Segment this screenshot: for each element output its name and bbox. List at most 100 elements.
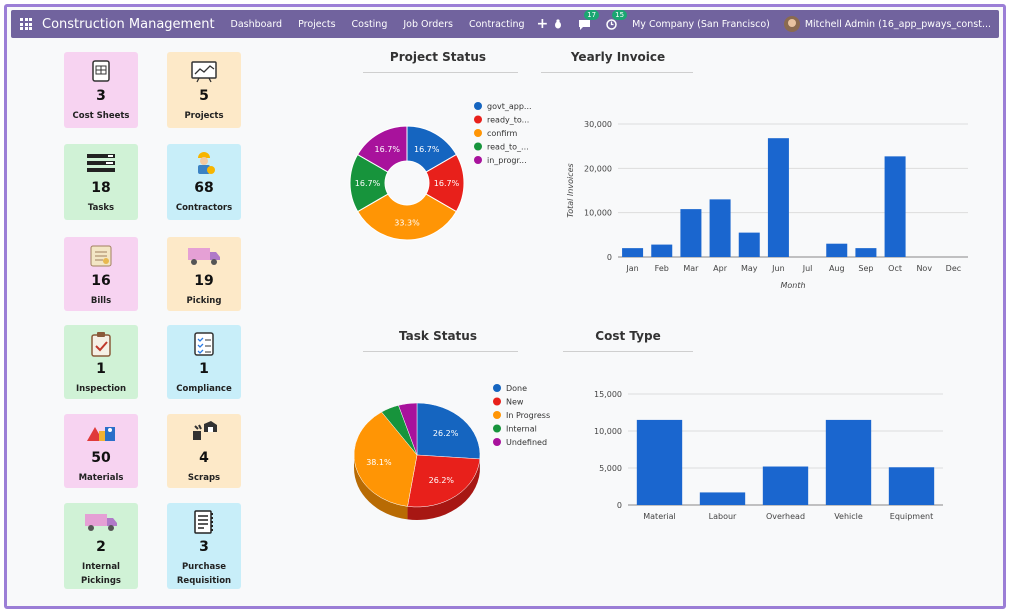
- avatar[interactable]: [783, 16, 800, 32]
- cost-type-bar-labour: [699, 492, 746, 505]
- yearly-invoice-ytick: 30,000: [584, 120, 612, 129]
- card-scraps[interactable]: 4 Scraps: [167, 414, 241, 488]
- task-status-slice-label: 26.2%: [433, 429, 459, 438]
- user-menu[interactable]: Mitchell Admin (16_app_pways_const...: [804, 18, 991, 30]
- yearly-invoice-xtick: Nov: [916, 264, 932, 273]
- cost-type-divider: [563, 351, 693, 352]
- menu-projects[interactable]: Projects: [298, 18, 336, 30]
- yearly-invoice-xtick: Dec: [946, 264, 961, 273]
- cost-type-ytick: 0: [617, 501, 622, 510]
- project-status-legend-read-to: read_to_...: [487, 143, 529, 152]
- card-value: 68: [194, 180, 214, 196]
- card-value: 19: [194, 273, 214, 289]
- yearly-invoice-xlabel: Month: [780, 281, 805, 290]
- yearly-invoice-xtick: Oct: [888, 264, 902, 273]
- task-status-legend-in-progress: In Progress: [506, 411, 550, 420]
- top-navbar: Construction Management Dashboard Projec…: [11, 9, 999, 38]
- card-label: Internal Pickings: [81, 562, 121, 586]
- task-status-legend-undefined: Undefined: [506, 438, 547, 447]
- project-status-legend-confirm: confirm: [487, 129, 518, 138]
- yearly-invoice-xtick: Sep: [858, 264, 873, 273]
- yearly-invoice-ytick: 0: [607, 253, 612, 262]
- project-status-slice-label: 16.7%: [434, 179, 460, 188]
- card-value: 1: [199, 361, 209, 377]
- cost-type-title: Cost Type: [595, 329, 661, 343]
- card-bills[interactable]: 16 Bills: [64, 237, 138, 311]
- project-status-slice-in-progr: [356, 125, 408, 173]
- card-value: 2: [96, 539, 106, 555]
- yearly-invoice-bar-aug: [826, 243, 848, 257]
- tasks-icon: [86, 150, 116, 176]
- card-inspection[interactable]: 1 Inspection: [64, 325, 138, 399]
- company-switcher[interactable]: My Company (San Francisco): [632, 18, 770, 30]
- project-status-legend-ready-to: ready_to...: [487, 116, 529, 125]
- app-brand[interactable]: Construction Management: [42, 16, 215, 32]
- cost-type-xtick: Material: [643, 512, 676, 521]
- requisition-icon: [191, 509, 217, 535]
- project-status-legend-dot: [474, 129, 482, 137]
- task-status-legend-dot: [493, 384, 501, 392]
- plus-icon[interactable]: +: [536, 16, 549, 32]
- card-label: Projects: [184, 111, 224, 121]
- project-status-title: Project Status: [389, 50, 487, 64]
- project-status-divider: [363, 72, 518, 73]
- card-materials[interactable]: 50 Materials: [64, 414, 138, 488]
- card-picking[interactable]: 19 Picking: [167, 237, 241, 311]
- card-compliance[interactable]: 1 Compliance: [167, 325, 241, 399]
- card-label: Contractors: [175, 203, 233, 213]
- card-internal-pickings[interactable]: 2 Internal Pickings: [64, 503, 138, 589]
- yearly-invoice-xtick: Apr: [713, 264, 728, 273]
- yearly-invoice-xtick: May: [741, 264, 758, 273]
- yearly-invoice-divider: [541, 72, 693, 73]
- project-status-legend-govt-app: govt_app...: [487, 102, 532, 111]
- cost-type-bar-vehicle: [825, 419, 872, 505]
- card-label: Cost Sheets: [72, 111, 130, 121]
- card-contractors[interactable]: 68 Contractors: [167, 144, 241, 220]
- bug-icon[interactable]: [553, 19, 563, 29]
- projects-icon: [189, 58, 219, 84]
- app-menu-icon[interactable]: [20, 18, 32, 30]
- card-label: Bills: [90, 296, 112, 306]
- card-projects[interactable]: 5 Projects: [167, 52, 241, 128]
- messages-icon[interactable]: 17: [578, 9, 600, 30]
- card-value: 3: [96, 88, 106, 104]
- navbar-systray: 17 15 My Company (San Francisco) Mitchel…: [553, 9, 999, 38]
- yearly-invoice-xtick: Jan: [625, 264, 638, 273]
- task-status-slice-label: 26.2%: [429, 476, 455, 485]
- menu-dashboard[interactable]: Dashboard: [230, 18, 283, 30]
- yearly-invoice-xtick: Aug: [829, 264, 845, 273]
- task-status-side-new: [407, 458, 480, 520]
- yearly-invoice-bar-apr: [709, 199, 731, 257]
- cost-type-xtick: Vehicle: [834, 512, 863, 521]
- card-label: Purchase Requisition: [176, 562, 232, 586]
- menu-contracting[interactable]: Contracting: [468, 18, 525, 30]
- menu-costing[interactable]: Costing: [351, 18, 388, 30]
- card-label: Materials: [78, 473, 124, 483]
- clipboard-check-icon: [89, 331, 113, 357]
- card-tasks[interactable]: 18 Tasks: [64, 144, 138, 220]
- card-purchase-requisition[interactable]: 3 Purchase Requisition: [167, 503, 241, 589]
- app-frame: Construction Management Dashboard Projec…: [4, 4, 1006, 609]
- cost-type-xtick: Overhead: [766, 512, 805, 521]
- task-status-legend-dot: [493, 438, 501, 446]
- yearly-invoice-bar-sep: [855, 248, 877, 257]
- activities-icon[interactable]: 15: [606, 9, 628, 30]
- project-status-slice-confirm: [357, 193, 457, 241]
- project-status-legend-dot: [474, 102, 482, 110]
- bill-icon: [88, 243, 114, 269]
- card-cost-sheets[interactable]: 3 Cost Sheets: [64, 52, 138, 128]
- task-status-slice-new: [407, 454, 481, 508]
- yearly-invoice-xtick: Jun: [771, 264, 785, 273]
- project-status-legend-dot: [474, 156, 482, 164]
- task-status-slice-label: 38.1%: [366, 458, 392, 467]
- card-value: 1: [96, 361, 106, 377]
- yearly-invoice-bar-jan: [622, 248, 644, 257]
- menu-job-orders[interactable]: Job Orders: [403, 18, 453, 30]
- project-status-slice-label: 16.7%: [414, 145, 440, 154]
- contractor-icon: [191, 150, 217, 176]
- project-status-slice-label: 16.7%: [375, 145, 401, 154]
- yearly-invoice-ytick: 20,000: [584, 164, 612, 173]
- task-status-divider: [363, 351, 518, 352]
- materials-icon: [85, 420, 117, 446]
- truck-icon: [84, 509, 118, 535]
